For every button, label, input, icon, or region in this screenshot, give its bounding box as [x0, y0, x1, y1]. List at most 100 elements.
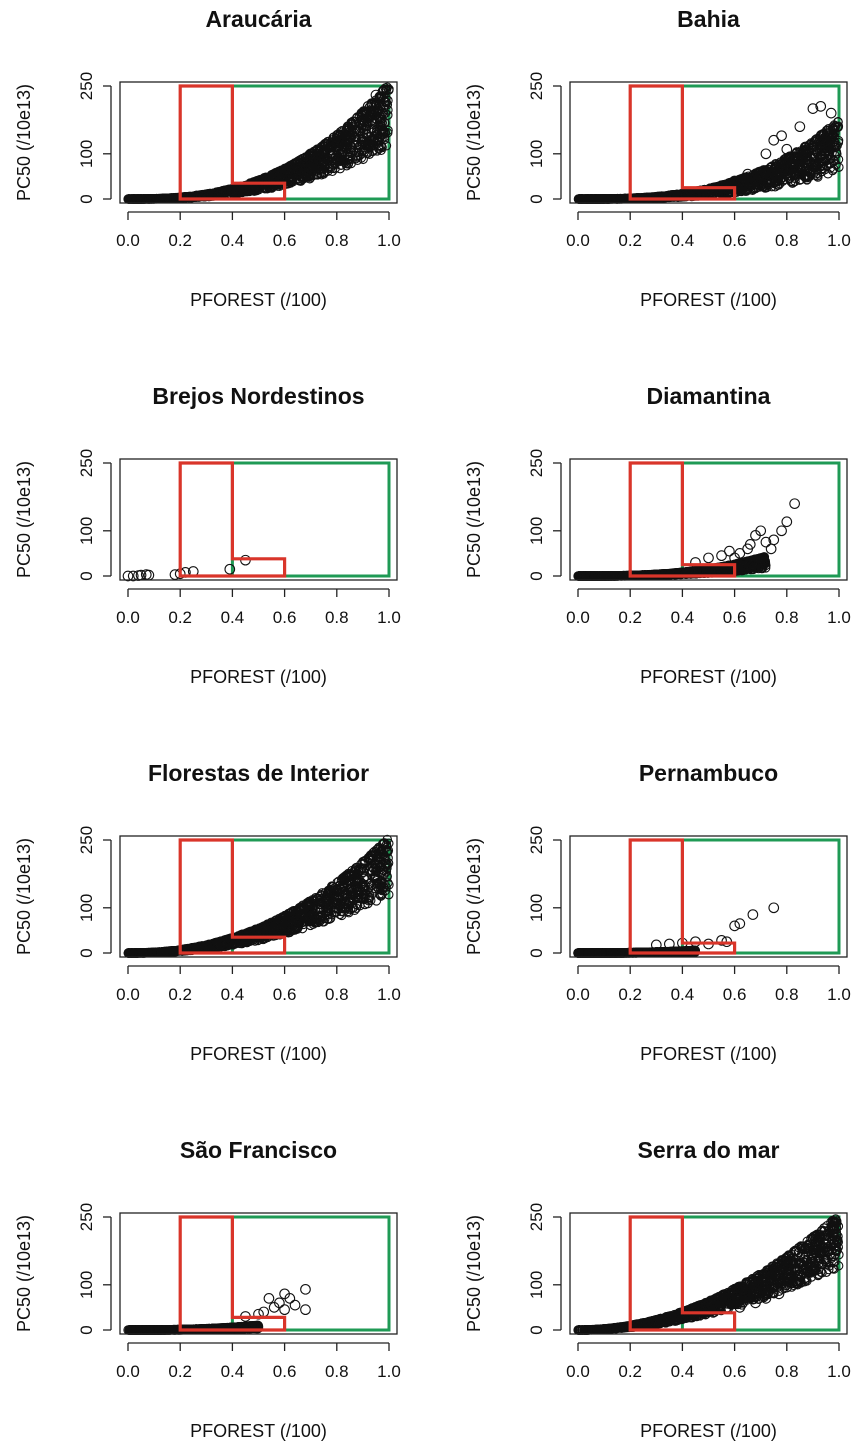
- x-tick-label: 0.4: [671, 608, 695, 627]
- x-tick-label: 1.0: [827, 608, 851, 627]
- x-tick-label: 0.6: [723, 608, 747, 627]
- x-tick-label: 0.6: [273, 608, 297, 627]
- data-point: [238, 184, 248, 194]
- x-tick-label: 0.0: [116, 231, 140, 250]
- y-axis: 0 100 250: [527, 449, 562, 581]
- data-point: [374, 143, 384, 153]
- x-tick-label: 0.2: [168, 231, 192, 250]
- data-point: [193, 191, 203, 202]
- y-tick-label: 100: [527, 517, 546, 545]
- data-point: [284, 166, 296, 178]
- data-point: [338, 146, 349, 156]
- data-point: [351, 132, 361, 142]
- data-point: [305, 172, 316, 183]
- data-point: [375, 114, 386, 125]
- y-tick-label: 250: [527, 72, 546, 100]
- data-point: [345, 125, 356, 136]
- x-tick-label: 0.8: [325, 608, 349, 627]
- data-point: [703, 552, 714, 564]
- data-point: [292, 157, 304, 169]
- data-point: [344, 139, 356, 151]
- data-point: [384, 84, 394, 94]
- data-point: [378, 85, 390, 96]
- data-point: [199, 191, 209, 202]
- data-point: [185, 192, 196, 202]
- data-point: [374, 133, 384, 143]
- x-tick-label: 1.0: [827, 231, 851, 250]
- x-tick-label: 1.0: [377, 231, 401, 250]
- data-point: [326, 150, 337, 162]
- chart-title: Diamantina: [647, 383, 771, 409]
- x-tick-label: 0.8: [775, 608, 799, 627]
- data-point: [366, 124, 377, 135]
- x-tick-label: 0.6: [723, 231, 747, 250]
- data-point: [825, 107, 837, 119]
- x-axis: 0.0 0.2 0.4 0.6 0.8 1.0: [116, 588, 401, 627]
- data-point: [724, 545, 735, 557]
- x-tick-label: 0.0: [566, 608, 590, 627]
- chart-title: Bahia: [677, 6, 740, 32]
- data-point: [373, 129, 383, 140]
- data-point: [357, 107, 369, 119]
- x-axis-label: PFOREST (/100): [640, 290, 777, 310]
- data-point: [362, 100, 374, 112]
- y-tick-label: 100: [77, 517, 96, 545]
- y-tick-label: 100: [77, 140, 96, 168]
- red-region: [178, 84, 287, 201]
- x-tick-label: 0.6: [273, 231, 297, 250]
- y-axis-label: PC50 (/10e13): [14, 838, 34, 955]
- data-point: [376, 91, 386, 101]
- data-point: [378, 109, 389, 119]
- data-point: [325, 163, 336, 174]
- chart-title: Araucária: [205, 6, 311, 32]
- chart-title: Brejos Nordestinos: [152, 383, 364, 409]
- scatter-points: [123, 82, 394, 204]
- x-tick-label: 0.0: [116, 608, 140, 627]
- x-tick-label: 0.2: [618, 608, 642, 627]
- data-point: [760, 148, 772, 160]
- data-point: [365, 113, 375, 123]
- x-tick-label: 0.4: [221, 608, 245, 627]
- y-axis-label: PC50 (/10e13): [14, 84, 34, 201]
- data-point: [765, 543, 777, 555]
- data-point: [776, 130, 787, 142]
- y-tick-label: 0: [527, 571, 546, 580]
- data-point: [370, 100, 381, 110]
- data-point: [310, 152, 322, 164]
- data-point: [370, 89, 382, 101]
- data-point: [281, 164, 292, 175]
- x-axis-label: PFOREST (/100): [190, 667, 327, 687]
- data-point: [319, 142, 330, 152]
- data-point: [314, 163, 324, 174]
- x-axis-label: PFOREST (/100): [190, 1044, 327, 1064]
- data-point: [216, 187, 226, 198]
- data-point: [327, 166, 338, 177]
- data-point: [331, 143, 343, 155]
- data-point: [339, 139, 350, 149]
- data-point: [351, 147, 362, 158]
- data-point: [316, 142, 326, 152]
- y-tick-label: 250: [77, 72, 96, 100]
- red-region: [178, 461, 287, 578]
- data-point: [332, 132, 342, 142]
- data-point: [356, 123, 366, 133]
- y-tick-label: 250: [527, 449, 546, 477]
- data-point: [308, 170, 318, 181]
- x-tick-label: 0.0: [566, 231, 590, 250]
- x-axis-label: PFOREST (/100): [640, 667, 777, 687]
- data-point: [372, 124, 382, 134]
- data-point: [339, 157, 350, 168]
- y-tick-label: 250: [77, 449, 96, 477]
- plot-frame: [119, 458, 398, 581]
- data-point: [794, 121, 806, 133]
- data-point: [374, 93, 384, 103]
- y-axis-label: PC50 (/10e13): [464, 84, 484, 201]
- scatter-points: [573, 498, 800, 581]
